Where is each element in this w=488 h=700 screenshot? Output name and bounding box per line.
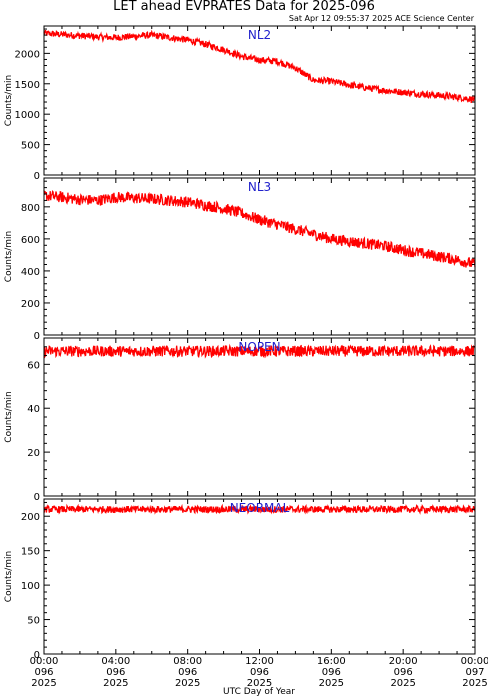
y-tick-label: 100	[21, 581, 40, 592]
y-tick-label: 50	[27, 616, 40, 627]
series-line-neormal	[43, 503, 476, 515]
y-tick-label: 400	[21, 267, 40, 278]
x-tick-label-time: 00:00	[30, 656, 59, 667]
x-tick-label-time: 04:00	[101, 656, 130, 667]
x-tick-label-day: 097	[465, 667, 484, 678]
x-tick-label-year: 2025	[103, 678, 128, 689]
x-tick-label-year: 2025	[31, 678, 56, 689]
x-tick-label-year: 2025	[319, 678, 344, 689]
x-tick-label-time: 12:00	[245, 656, 274, 667]
x-tick-label-time: 08:00	[173, 656, 202, 667]
plot-frame	[43, 498, 476, 655]
panel-label: NOPEN	[238, 340, 280, 354]
x-tick-label-time: 00:00	[461, 656, 488, 667]
y-axis-label: Counts/min	[4, 551, 14, 602]
x-tick-label-day: 096	[250, 667, 269, 678]
y-axis-label: Counts/min	[4, 231, 14, 282]
x-tick-label-day: 096	[34, 667, 53, 678]
panels: 0500100015002000Counts/minNL202004006008…	[4, 25, 476, 661]
x-tick-label-day: 096	[106, 667, 125, 678]
panel-neormal: 0 50 100 150 200 Counts/min NEORMAL	[4, 498, 476, 661]
y-tick-label: 2000	[15, 49, 40, 60]
y-tick-label: 40	[27, 404, 40, 415]
x-tick-label-day: 096	[322, 667, 341, 678]
y-axis-label: Counts/min	[4, 391, 14, 442]
series-line-nopen	[43, 343, 476, 359]
y-tick-label: 20	[27, 448, 40, 459]
x-tick-label-year: 2025	[247, 678, 272, 689]
y-tick-label: 800	[21, 203, 40, 214]
x-tick-label-year: 2025	[175, 678, 200, 689]
x-tick-label-day: 096	[178, 667, 197, 678]
y-tick-label: 200	[21, 512, 40, 523]
plot-frame	[43, 25, 476, 176]
x-tick-label-time: 16:00	[317, 656, 346, 667]
panel-nl2: 0 500 1000 1500 2000 Counts/min NL2	[4, 25, 476, 182]
y-tick-label: 500	[21, 141, 40, 152]
x-axis-label: UTC Day of Year	[223, 687, 295, 697]
y-tick-label: 1000	[15, 110, 40, 121]
x-tick-label-day: 096	[394, 667, 413, 678]
y-tick-label: 0	[34, 492, 40, 503]
y-tick-label: 0	[34, 331, 40, 342]
x-tick-label-year: 2025	[390, 678, 415, 689]
x-axis: 00:00096202504:00096202508:00096202512:0…	[30, 656, 488, 689]
series-line-nl2	[43, 29, 476, 104]
panel-nl3: 0 200 400 600 800 Counts/min NL3	[4, 177, 476, 342]
panel-label: NL3	[248, 180, 271, 194]
x-tick-label-year: 2025	[462, 678, 487, 689]
y-axis-label: Counts/min	[4, 75, 14, 126]
x-tick-label-time: 20:00	[389, 656, 418, 667]
panel-nopen: 0 20 40 60 Counts/min NOPEN	[4, 337, 476, 503]
y-tick-label: 150	[21, 547, 40, 558]
y-tick-label: 0	[34, 650, 40, 661]
plot-frame	[43, 337, 476, 497]
y-tick-label: 60	[27, 360, 40, 371]
y-tick-label: 600	[21, 235, 40, 246]
chart-title: LET ahead EVPRATES Data for 2025-096	[113, 0, 375, 14]
y-tick-label: 0	[34, 171, 40, 182]
y-tick-label: 1500	[15, 80, 40, 91]
panel-label: NEORMAL	[230, 501, 290, 515]
panel-label: NL2	[248, 28, 271, 42]
chart-subtitle: Sat Apr 12 09:55:37 2025 ACE Science Cen…	[289, 14, 475, 23]
y-tick-label: 200	[21, 299, 40, 310]
series-line-nl3	[43, 190, 476, 268]
